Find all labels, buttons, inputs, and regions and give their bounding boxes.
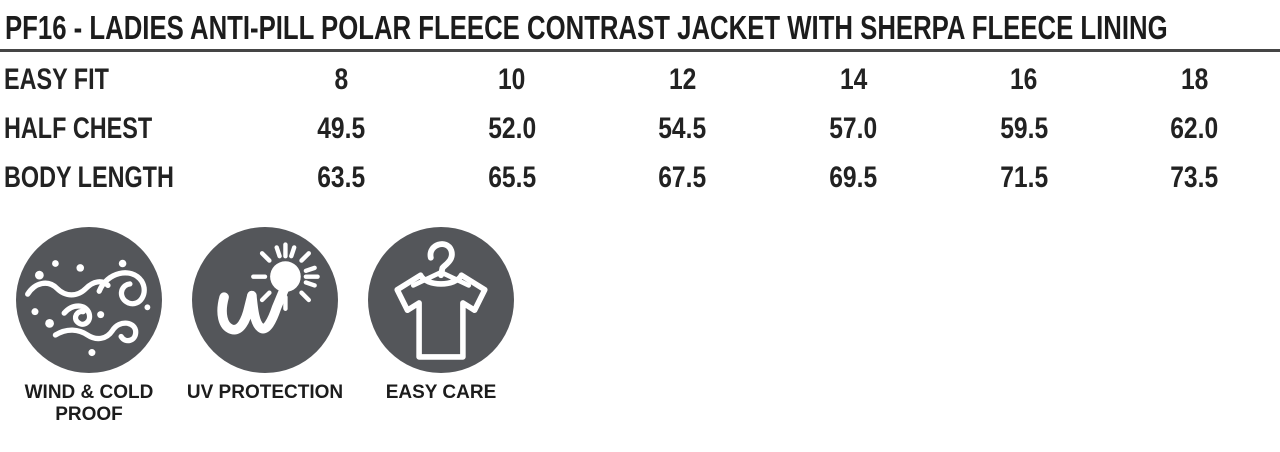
uv-protection-icon [192,227,338,373]
size-value: 16 [1010,62,1038,96]
size-value: 8 [334,62,349,96]
measurement-value: 63.5 [317,160,366,194]
size-value: 12 [668,62,697,96]
table-row-easy-fit: EASY FIT 8 10 12 14 16 18 [0,55,1280,104]
size-chart-table: EASY FIT 8 10 12 14 16 18 HALF CHEST 49.… [0,55,1280,202]
row-label-half-chest: HALF CHEST [4,111,153,145]
feature-uv-protection: UV PROTECTION [179,227,351,427]
measurement-value: 52.0 [488,111,536,145]
feature-label-easy-care: EASY CARE [385,382,497,403]
measurement-value: 57.0 [829,111,878,145]
measurement-value: 49.5 [317,111,366,145]
measurement-value: 54.5 [658,111,707,145]
row-label-body-length: BODY LENGTH [4,160,174,194]
size-value: 10 [498,62,526,96]
measurement-value: 62.0 [1170,111,1219,145]
easy-care-icon [368,227,514,373]
row-label-easy-fit: EASY FIT [4,62,109,96]
measurement-value: 69.5 [829,160,878,194]
size-value: 18 [1180,62,1209,96]
table-row-body-length: BODY LENGTH 63.5 65.5 67.5 69.5 71.5 73.… [0,153,1280,202]
feature-wind-cold: WIND & COLD PROOF [3,227,175,427]
size-value: 14 [839,62,867,96]
measurement-value: 71.5 [1000,160,1048,194]
measurement-value: 67.5 [658,160,707,194]
measurement-value: 73.5 [1170,160,1219,194]
product-title-bar: PF16 - LADIES ANTI-PILL POLAR FLEECE CON… [0,0,1280,46]
measurement-value: 65.5 [488,160,536,194]
measurement-value: 59.5 [1000,111,1048,145]
feature-label-wind-cold: WIND & COLD PROOF [24,382,154,426]
wind-cold-icon [16,227,162,373]
feature-badges: WIND & COLD PROOF [0,227,1280,427]
feature-label-uv-protection: UV PROTECTION [186,382,344,403]
title-divider [0,49,1280,52]
product-title: PF16 - LADIES ANTI-PILL POLAR FLEECE CON… [5,9,1168,46]
table-row-half-chest: HALF CHEST 49.5 52.0 54.5 57.0 59.5 62.0 [0,104,1280,153]
feature-easy-care: EASY CARE [355,227,527,427]
